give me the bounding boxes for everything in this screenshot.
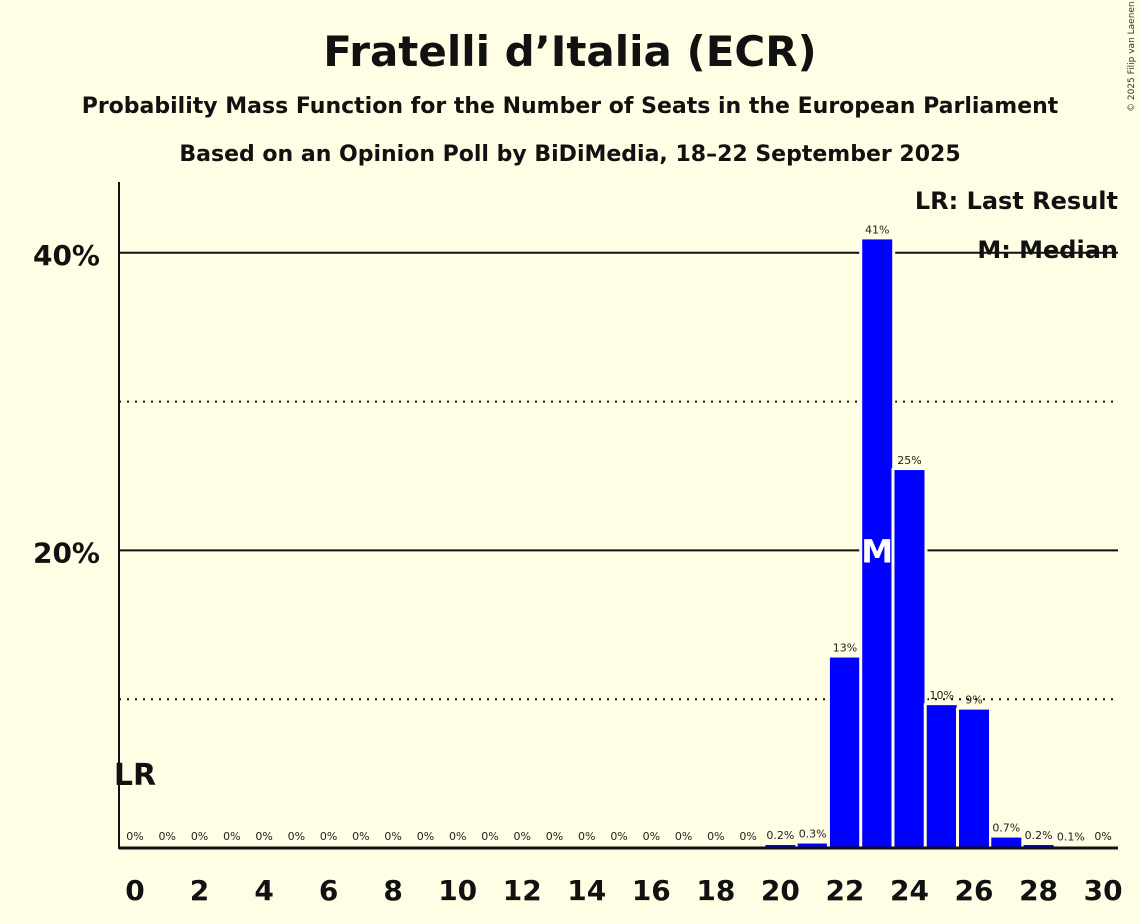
x-tick-label: 4 bbox=[254, 874, 273, 907]
x-tick-label: 6 bbox=[319, 874, 338, 907]
bar bbox=[926, 705, 957, 848]
x-tick-label: 0 bbox=[125, 874, 144, 907]
y-tick-label: 40% bbox=[33, 239, 100, 272]
data-label: 0.1% bbox=[1057, 831, 1085, 844]
chart-subtitle-poll: Based on an Opinion Poll by BiDiMedia, 1… bbox=[179, 142, 960, 167]
data-label: 0% bbox=[288, 830, 305, 843]
data-label: 13% bbox=[833, 642, 857, 655]
data-label: 0% bbox=[255, 830, 272, 843]
x-tick-label: 20 bbox=[761, 874, 800, 907]
x-tick-label: 12 bbox=[503, 874, 542, 907]
data-label: 0% bbox=[546, 830, 563, 843]
data-label: 0.2% bbox=[766, 829, 794, 842]
data-label: 0% bbox=[126, 830, 143, 843]
data-label: 0% bbox=[320, 830, 337, 843]
x-tick-label: 26 bbox=[955, 874, 994, 907]
data-label: 0% bbox=[739, 830, 756, 843]
chart-title: Fratelli d’Italia (ECR) bbox=[323, 27, 817, 76]
x-tick-label: 30 bbox=[1084, 874, 1123, 907]
x-tick-label: 2 bbox=[190, 874, 209, 907]
legend-last-result: LR: Last Result bbox=[915, 187, 1118, 215]
data-label: 0% bbox=[223, 830, 240, 843]
x-tick-label: 18 bbox=[696, 874, 735, 907]
y-tick-label: 20% bbox=[33, 536, 100, 569]
bar bbox=[862, 239, 893, 848]
data-label: 0% bbox=[610, 830, 627, 843]
bar bbox=[991, 837, 1022, 848]
data-label: 0% bbox=[707, 830, 724, 843]
bar bbox=[829, 657, 860, 848]
bar bbox=[797, 843, 828, 848]
data-label: 0.2% bbox=[1025, 829, 1053, 842]
data-label: 10% bbox=[930, 689, 954, 702]
x-tick-label: 8 bbox=[383, 874, 402, 907]
data-label: 41% bbox=[865, 223, 889, 236]
data-label: 0% bbox=[578, 830, 595, 843]
legend-median: M: Median bbox=[977, 236, 1118, 264]
data-label: 0.3% bbox=[799, 828, 827, 841]
data-label: 25% bbox=[897, 454, 921, 467]
data-label: 0% bbox=[384, 830, 401, 843]
data-label: 0% bbox=[417, 830, 434, 843]
data-label: 9% bbox=[965, 694, 982, 707]
data-label: 0% bbox=[449, 830, 466, 843]
data-label: 0% bbox=[352, 830, 369, 843]
x-tick-label: 28 bbox=[1019, 874, 1058, 907]
bar bbox=[894, 470, 925, 848]
x-tick-label: 16 bbox=[632, 874, 671, 907]
data-label: 0% bbox=[514, 830, 531, 843]
x-tick-label: 14 bbox=[567, 874, 606, 907]
data-label: 0% bbox=[159, 830, 176, 843]
bar bbox=[959, 709, 990, 848]
median-marker: M bbox=[861, 532, 893, 570]
x-tick-label: 22 bbox=[825, 874, 864, 907]
copyright: © 2025 Filip van Laenen bbox=[1127, 1, 1137, 112]
data-label: 0% bbox=[191, 830, 208, 843]
data-label: 0.7% bbox=[992, 822, 1020, 835]
x-tick-label: 24 bbox=[890, 874, 929, 907]
chart-subtitle: Probability Mass Function for the Number… bbox=[82, 94, 1059, 119]
data-label: 0% bbox=[675, 830, 692, 843]
data-label: 0% bbox=[1094, 830, 1111, 843]
last-result-marker: LR bbox=[114, 758, 156, 793]
data-label: 0% bbox=[481, 830, 498, 843]
data-label: 0% bbox=[643, 830, 660, 843]
x-tick-label: 10 bbox=[438, 874, 477, 907]
